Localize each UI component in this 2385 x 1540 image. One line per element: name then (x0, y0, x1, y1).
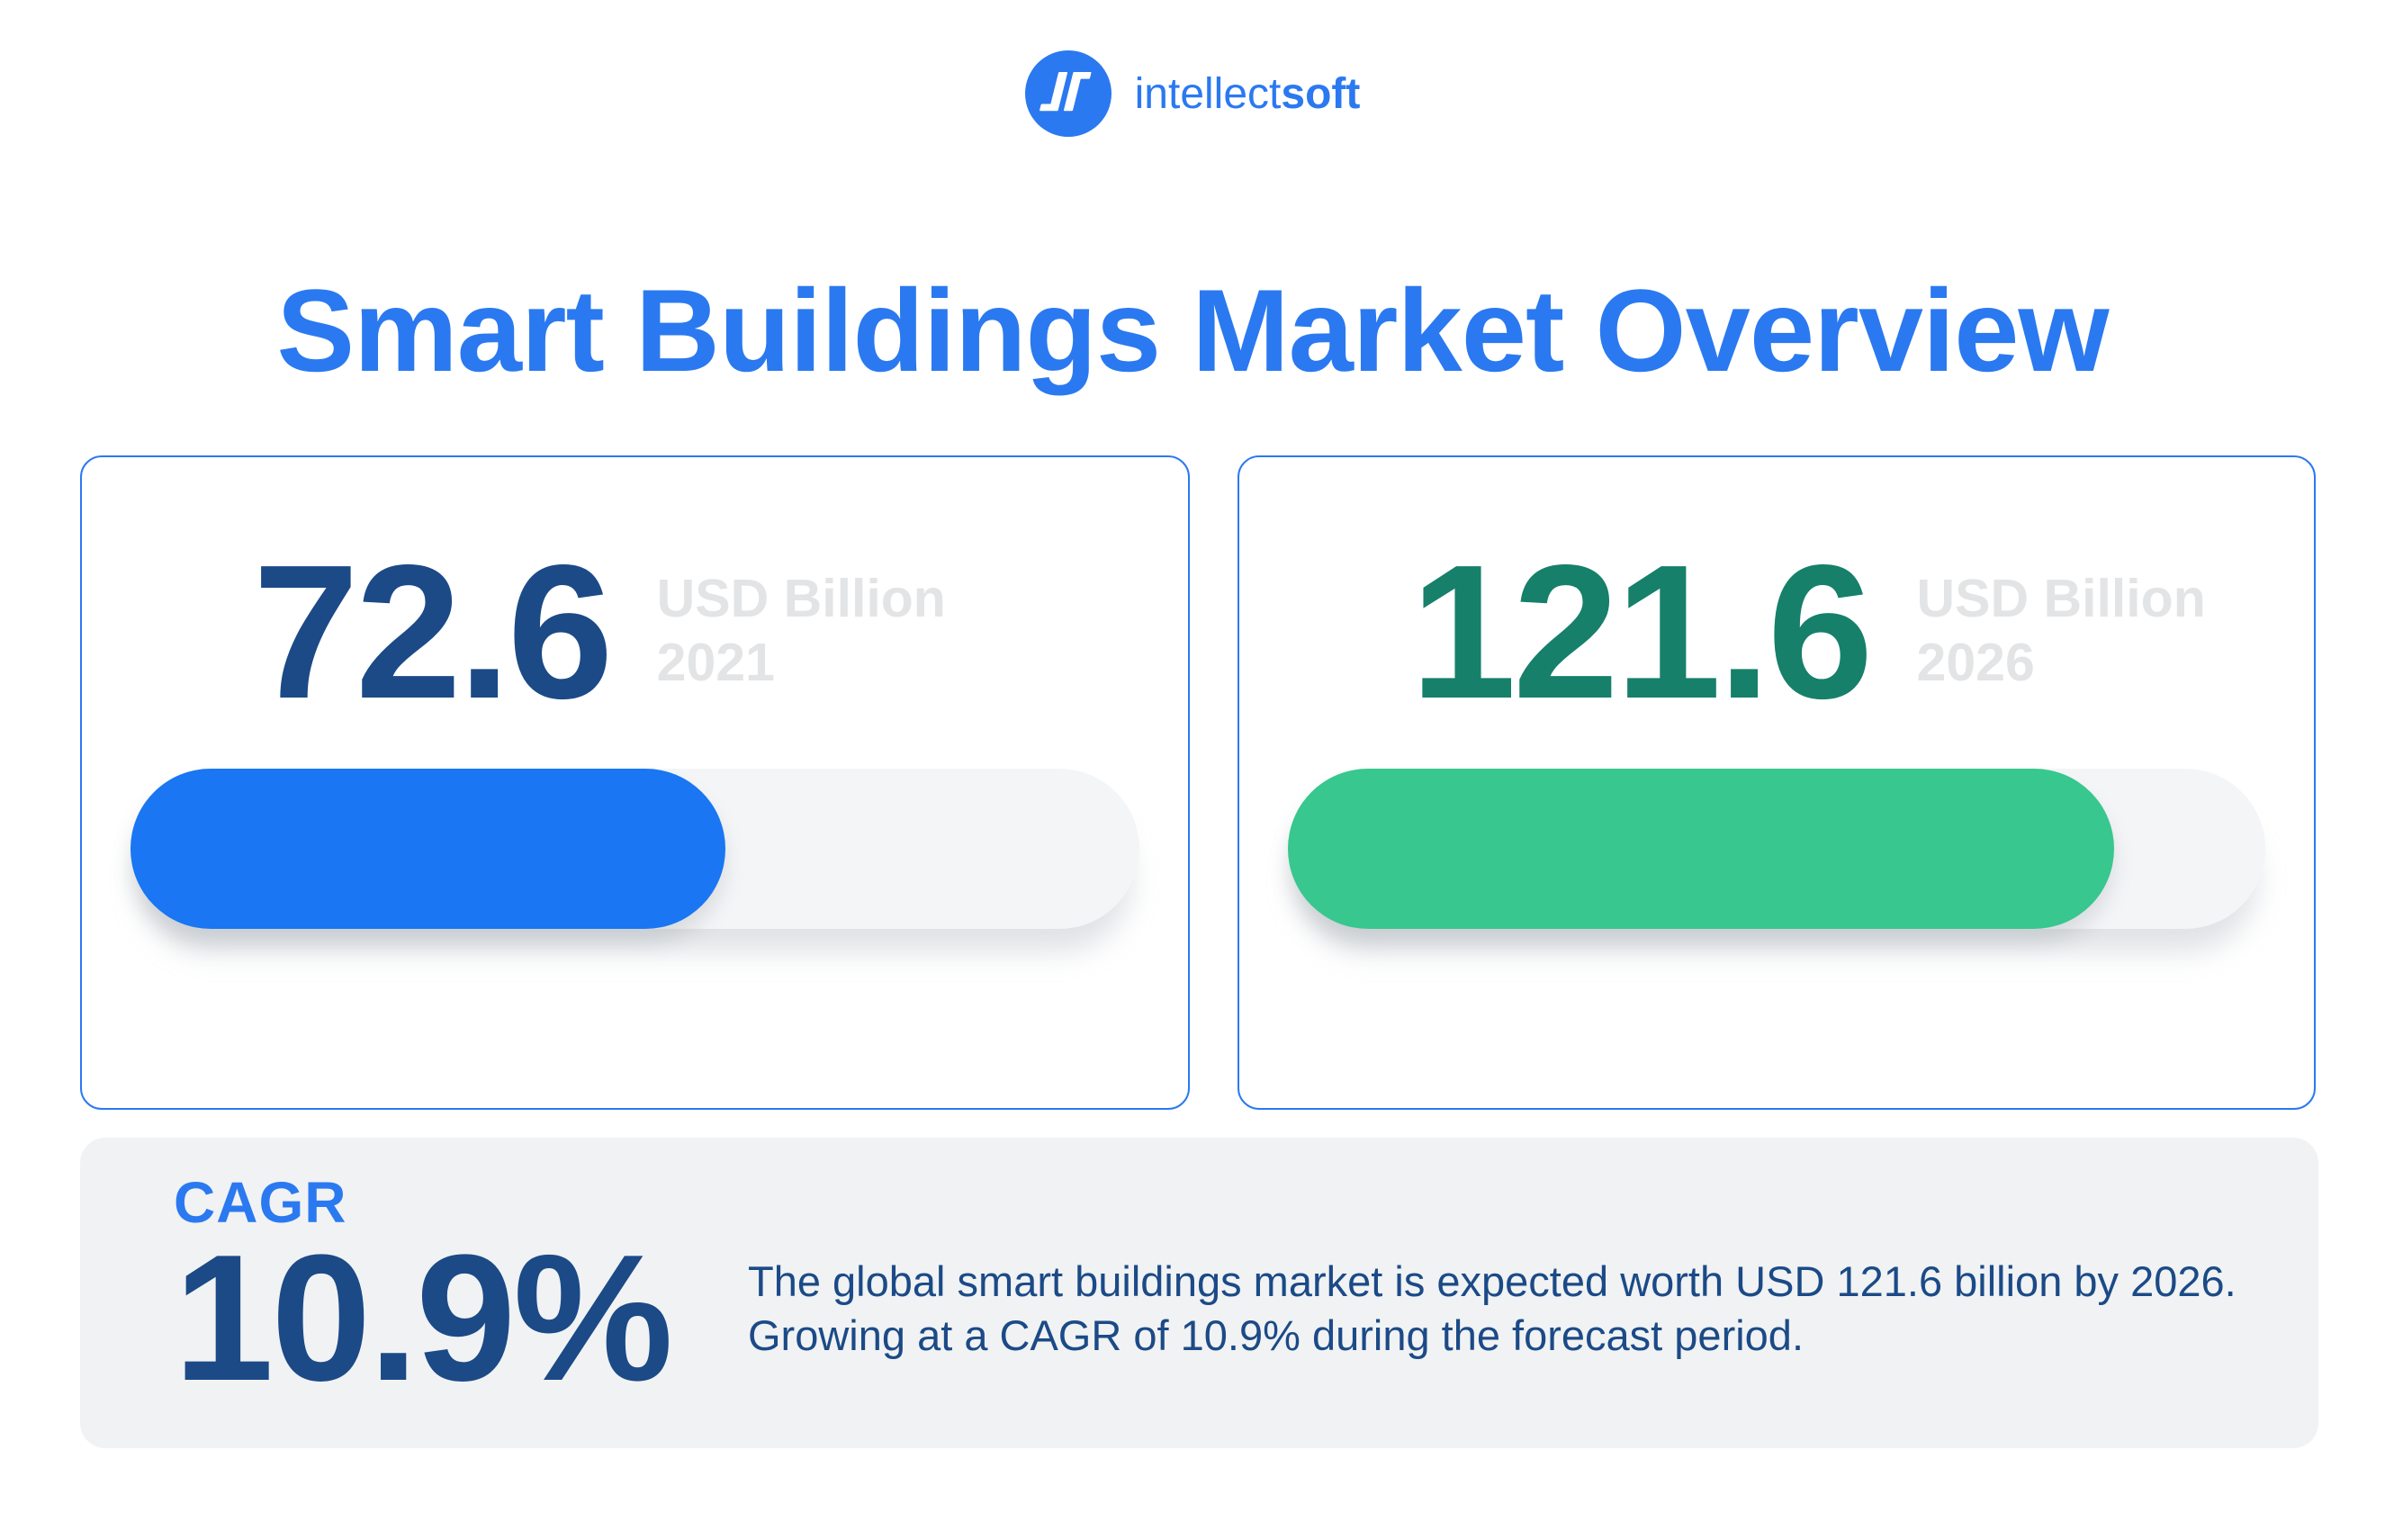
stat-card-2026: 121.6 USD Billion 2026 (1238, 455, 2316, 1110)
brand-wordmark: intellectsoft (1135, 69, 1361, 119)
stat-2021: 72.6 USD Billion 2021 (253, 525, 946, 738)
cagr-panel: CAGR 10.9% The global smart buildings ma… (80, 1138, 2318, 1448)
stat-year-label: 2021 (656, 632, 775, 692)
page-title: Smart Buildings Market Overview (276, 265, 2109, 396)
progress-fill-2026 (1288, 769, 2114, 929)
stat-year-label: 2026 (1916, 632, 2035, 692)
stat-unit-label: USD Billion (1916, 569, 2206, 628)
brand-name-bold: soft (1281, 69, 1361, 118)
intellectsoft-logo-icon (1024, 50, 1112, 137)
progress-track-2021 (130, 769, 1139, 929)
stat-unit-2026: USD Billion 2026 (1917, 567, 2206, 695)
stat-value-2026: 121.6 (1410, 525, 1874, 738)
stat-unit-label: USD Billion (656, 569, 946, 628)
cagr-label: CAGR (174, 1170, 347, 1235)
progress-fill-2021 (130, 769, 726, 929)
cagr-stat: CAGR 10.9% (174, 1170, 673, 1418)
stat-unit-2021: USD Billion 2021 (657, 567, 946, 695)
cagr-value: 10.9% (174, 1218, 673, 1418)
cagr-description: The global smart buildings market is exp… (748, 1257, 2236, 1360)
brand-name-regular: intellect (1134, 69, 1282, 118)
stat-value-2021: 72.6 (253, 525, 614, 738)
stat-2026: 121.6 USD Billion 2026 (1410, 525, 2206, 738)
stat-card-2021: 72.6 USD Billion 2021 (80, 455, 1190, 1110)
brand-header: intellectsoft (0, 50, 2385, 137)
progress-track-2026 (1288, 769, 2265, 929)
